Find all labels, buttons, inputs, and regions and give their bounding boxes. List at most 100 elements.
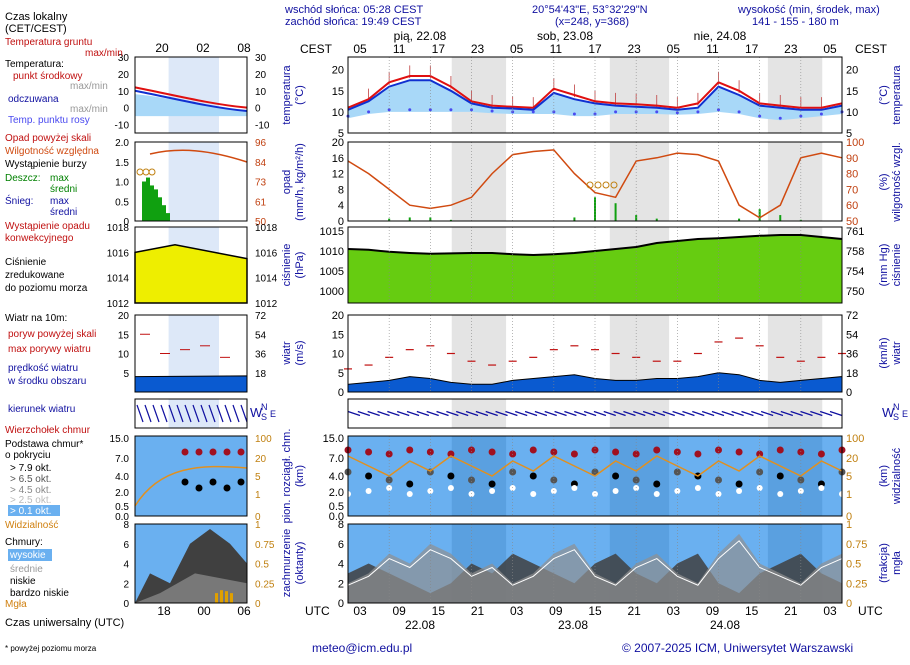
legend-perceived: odczuwana xyxy=(8,94,59,105)
cloud-base-dot xyxy=(529,472,537,480)
cloud-top-dot xyxy=(488,448,496,456)
top-tick-label: 11 xyxy=(706,42,719,56)
cloud-top-dot xyxy=(365,448,373,456)
legend-precip-ytick-right: 84 xyxy=(255,158,267,169)
legend-rain-bar xyxy=(142,181,146,221)
bottom-tick-label: 09 xyxy=(549,604,563,618)
bottom-tick-label: 03 xyxy=(510,604,524,618)
grid-text: (x=248, y=368) xyxy=(555,16,629,28)
legend-wind-ytick-right: 18 xyxy=(255,369,267,380)
legend-conv: Wystąpienie opadu xyxy=(5,221,90,232)
wind-arrow xyxy=(711,410,725,417)
legend-wind-title: Wiatr na 10m: xyxy=(5,313,67,324)
top-tick-label: 17 xyxy=(745,42,759,56)
night-band-temp-2 xyxy=(767,57,823,133)
wind-arrow xyxy=(819,410,833,417)
legend-rain-bar xyxy=(150,185,154,221)
top-tick-label: 17 xyxy=(432,42,446,56)
cloud-top-dot xyxy=(715,446,722,454)
cov-ytick-right: 0 xyxy=(846,598,852,610)
wind-arrow xyxy=(387,410,400,417)
legend-temp-line xyxy=(134,86,248,109)
bottom-tick-label: 09 xyxy=(706,604,720,618)
legend-humidity-line xyxy=(149,149,248,163)
precip-ytick-left: 4 xyxy=(338,200,344,212)
cloud-base-dot xyxy=(653,480,661,488)
cloud-top-dot xyxy=(612,448,620,456)
legend-wind-dir: kierunek wiatru xyxy=(8,404,75,415)
legend-cloud-ytick: 7.0 xyxy=(115,454,129,465)
dir-s-legend: S xyxy=(261,412,267,422)
top-tick-label: 05 xyxy=(667,42,681,56)
legend-cloud-ytick: 2.0 xyxy=(115,488,129,499)
legend-cov-ytick-right: 0.5 xyxy=(255,560,269,571)
legend-wind-arrow xyxy=(168,404,176,423)
legend-top-tick: 20 xyxy=(155,41,169,55)
wind-arrow xyxy=(455,410,469,417)
legend-column: Temperatura gruntu max/min Temperatura: … xyxy=(5,37,124,653)
legend-okt-01-bg xyxy=(8,505,60,516)
dir-w-legend: W xyxy=(250,405,263,420)
legend-band-precip-0 xyxy=(168,142,219,221)
wind-arrow xyxy=(633,410,646,417)
legend-cov-ytick-left: 8 xyxy=(123,520,129,531)
cloud-base-dot xyxy=(735,480,743,488)
legend-fog-bar xyxy=(225,591,228,603)
night-band-precip-0 xyxy=(451,142,507,221)
legend-utc-label: Czas uniwersalny (UTC) xyxy=(5,617,124,629)
panel-border-precip xyxy=(347,141,843,222)
wind-arrow xyxy=(495,410,508,417)
panel-border-cloud xyxy=(347,435,843,517)
press-unit-left: (hPa) xyxy=(294,252,306,279)
precip-ytick-right: 50 xyxy=(846,216,858,228)
wind-arrow xyxy=(613,410,626,417)
bottom-tick-label: 21 xyxy=(784,604,798,618)
cloud-ytick-left: 4.0 xyxy=(329,471,344,483)
cloud-unit-left: (km) xyxy=(294,465,306,487)
wind-arrow xyxy=(751,410,764,417)
top-tick-label: 05 xyxy=(510,42,524,56)
dir-e-legend: E xyxy=(270,409,276,419)
temp-ytick-right: 20 xyxy=(846,65,858,77)
legend-precip-ytick-right: 73 xyxy=(255,178,267,189)
legend-panel-border-precip xyxy=(134,141,248,222)
cloud-top-dot xyxy=(653,446,661,454)
rain-bar xyxy=(758,209,761,221)
legend-precip-ytick-right: 96 xyxy=(255,138,267,149)
cest-left: CEST xyxy=(300,42,333,56)
legend-wind-arrow xyxy=(144,404,152,423)
legend-cloud-ytick-right: 20 xyxy=(255,454,267,465)
cloud-top-dot xyxy=(694,450,702,458)
wind-arrow xyxy=(475,410,489,417)
wind-arrow xyxy=(682,410,695,417)
cloud-base-dot xyxy=(715,476,722,484)
cloud-base-dot xyxy=(468,476,475,484)
bottom-tick-label: 21 xyxy=(627,604,641,618)
cloud-top-dot xyxy=(817,450,825,458)
wind-arrow xyxy=(574,410,587,417)
date-label: 24.08 xyxy=(710,618,740,632)
legend-wind-arrow xyxy=(152,404,160,423)
wind-arrow xyxy=(396,410,410,417)
top-tick-label: 05 xyxy=(823,42,837,56)
panel-border-dir xyxy=(347,398,843,429)
legend-panel-border-press xyxy=(134,226,248,304)
main-bottom-ticks: 03 09 15 21 03 09 15 21 03 09 15 21 03 xyxy=(353,604,837,618)
legend-pressure1: Ciśnienie xyxy=(5,257,47,268)
legend-precip-ytick-left: 0 xyxy=(123,217,129,228)
legend-cov-ytick-left: 0 xyxy=(123,599,129,610)
rain-bar xyxy=(594,197,596,221)
footer-email[interactable]: meteo@icm.edu.pl xyxy=(312,641,412,655)
panel-dir xyxy=(348,399,842,428)
legend-press-ytick-right: 1012 xyxy=(255,299,278,310)
precip-ytick-left: 8 xyxy=(338,184,344,196)
press-ytick-right: 758 xyxy=(846,246,864,258)
legend-cloud-base-dot xyxy=(237,478,245,486)
wind-ytick-left: 15 xyxy=(332,329,344,341)
wind-arrow xyxy=(436,410,449,417)
legend-storm-marker xyxy=(148,168,156,176)
day-label: nie, 24.08 xyxy=(694,29,747,43)
day-label: pią, 22.08 xyxy=(394,29,447,43)
cover-label-left: zachmurzenie xyxy=(281,529,293,597)
legend-temp-content: 30 30 20 20 10 10 0 0 -10 -10 xyxy=(115,53,270,132)
